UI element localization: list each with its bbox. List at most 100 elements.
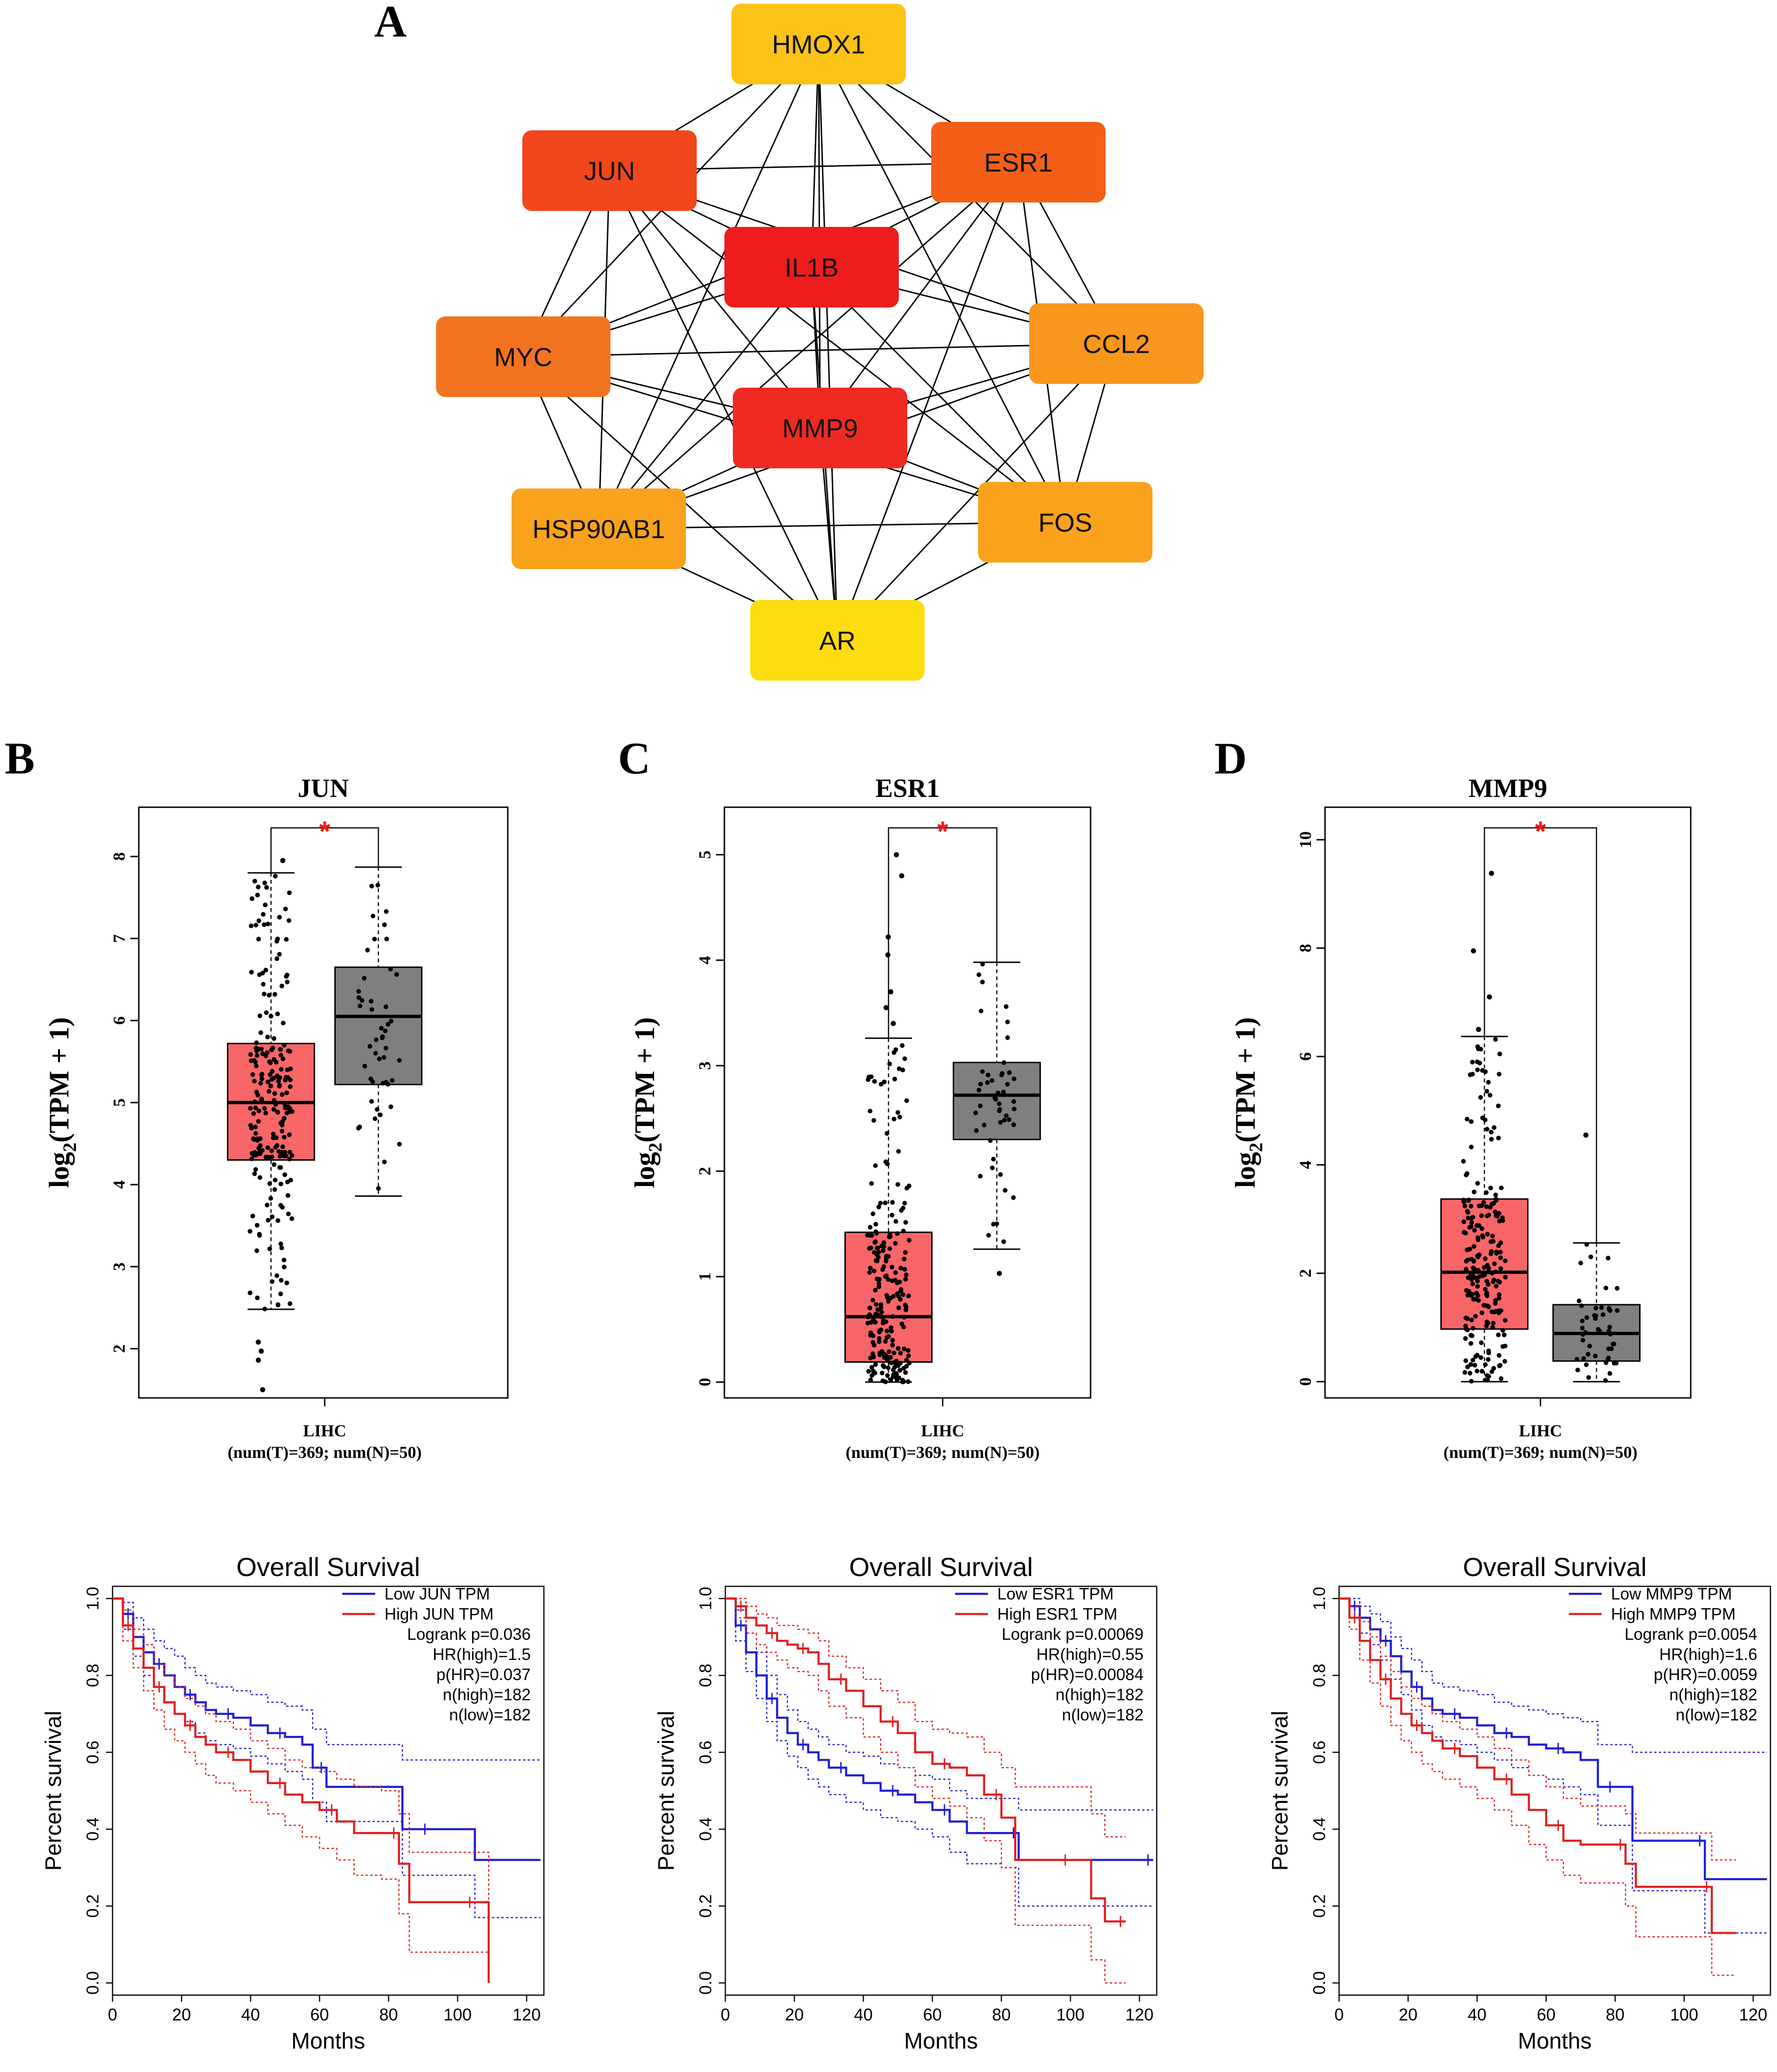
data-point	[248, 1106, 253, 1111]
data-point	[892, 1076, 897, 1081]
data-point	[1502, 1359, 1507, 1364]
data-point	[873, 1222, 878, 1227]
data-point	[365, 947, 370, 953]
data-point	[868, 1320, 873, 1325]
data-point	[278, 1241, 283, 1246]
data-point	[1470, 1265, 1476, 1270]
data-point	[1011, 1076, 1017, 1081]
data-point	[253, 1125, 258, 1130]
data-point	[282, 1149, 287, 1155]
data-point	[890, 1338, 895, 1343]
data-point	[1001, 1239, 1006, 1244]
data-point	[1005, 1020, 1010, 1025]
data-point	[1497, 1279, 1502, 1284]
survival-plot-mmp9: Overall Survival 0 20 40 60 80 100 120 0.0 0.2 0.4…	[1268, 1552, 1771, 2054]
data-point	[1614, 1360, 1619, 1366]
ci-lower-line	[113, 1598, 541, 1918]
data-point	[868, 1355, 873, 1360]
data-point	[883, 1259, 888, 1264]
data-point	[369, 1007, 375, 1012]
data-point	[257, 1013, 263, 1018]
data-point	[873, 1229, 879, 1234]
data-point	[279, 1246, 284, 1251]
data-point	[373, 1051, 378, 1056]
x-tick-label: 120	[512, 2005, 541, 2024]
data-point	[1464, 1259, 1469, 1264]
y-tick-label: 5	[695, 850, 714, 859]
data-point	[881, 1240, 887, 1245]
data-point	[279, 1181, 284, 1186]
data-point	[1580, 1318, 1585, 1323]
stat-n-low: n(low)=182	[1062, 1706, 1144, 1724]
data-point	[287, 1084, 293, 1089]
data-point	[883, 1339, 888, 1344]
data-point	[248, 1123, 253, 1128]
data-point	[896, 1346, 901, 1351]
plot-title: ESR1	[875, 774, 940, 803]
x-tick-label: 40	[854, 2005, 873, 2024]
data-point	[283, 907, 288, 912]
data-point	[973, 1110, 979, 1115]
data-point	[891, 1367, 896, 1373]
data-point	[249, 969, 254, 975]
data-point	[871, 1368, 876, 1374]
data-point	[1464, 1172, 1469, 1178]
node-label-ar: AR	[819, 626, 856, 655]
panel-label-b: B	[5, 733, 35, 783]
box-group-tumor	[844, 852, 933, 1384]
data-point	[279, 1092, 285, 1097]
data-point	[1492, 1209, 1498, 1215]
data-point	[268, 1083, 273, 1089]
stat-logrank-p: Logrank p=0.00069	[1001, 1625, 1144, 1644]
data-point	[978, 1081, 983, 1087]
data-point	[274, 1143, 279, 1148]
data-point	[869, 1233, 874, 1238]
data-point	[260, 970, 265, 976]
data-point	[1485, 1378, 1490, 1383]
data-point	[271, 1098, 277, 1103]
data-point	[869, 1181, 874, 1186]
data-point	[252, 1171, 257, 1176]
data-point	[385, 1021, 391, 1027]
x-label-counts: (num(T)=369; num(N)=50)	[227, 1443, 422, 1462]
legend-label-low: Low ESR1 TPM	[997, 1585, 1114, 1603]
data-point	[1497, 1292, 1502, 1297]
edge-hmox1-hsp90ab1	[598, 44, 820, 529]
data-point	[1465, 1117, 1470, 1122]
data-point	[251, 1111, 256, 1116]
iqr-box	[1440, 1198, 1529, 1330]
data-point	[1493, 1037, 1498, 1042]
data-point	[1496, 1243, 1501, 1248]
node-box-ccl2	[1029, 303, 1204, 384]
data-point	[282, 1264, 287, 1269]
box-group-normal	[1552, 1132, 1641, 1383]
data-point	[1584, 1242, 1589, 1247]
data-point	[252, 1150, 257, 1155]
data-point	[889, 1329, 894, 1334]
node-hmox1: HMOX1	[731, 4, 906, 84]
data-point	[1483, 1362, 1488, 1367]
data-point	[264, 1010, 269, 1015]
data-point	[270, 1154, 275, 1159]
ci-lower-line	[1339, 1598, 1736, 1976]
panel-label-d: D	[1214, 733, 1247, 783]
data-point	[254, 1248, 259, 1254]
data-point	[275, 1011, 280, 1016]
ci-upper-line	[1339, 1598, 1767, 1753]
significance-bracket	[888, 827, 998, 1038]
data-point	[1491, 1239, 1496, 1244]
data-point	[1005, 1035, 1010, 1040]
data-point	[896, 1110, 901, 1115]
data-point	[873, 1163, 878, 1168]
data-point	[868, 1333, 873, 1338]
data-point	[1002, 1188, 1008, 1193]
data-point	[1484, 1089, 1490, 1094]
data-point	[278, 1154, 283, 1159]
y-tick-label: 10	[1296, 831, 1315, 848]
data-point	[1578, 1261, 1583, 1266]
data-point	[1477, 1060, 1483, 1066]
data-point	[278, 1047, 283, 1052]
data-point	[1486, 1357, 1491, 1362]
data-point	[886, 1334, 891, 1339]
